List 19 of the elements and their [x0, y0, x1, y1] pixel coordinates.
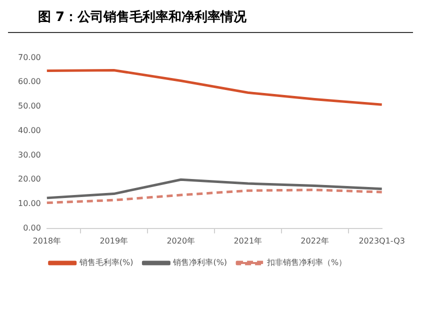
- x-tick-label: 2019年: [100, 236, 128, 246]
- y-tick-label: 10.00: [18, 199, 41, 208]
- legend-label: 扣非销售净利率（%）: [266, 258, 347, 268]
- y-tick-label: 20.00: [18, 174, 41, 184]
- x-tick-label: 2021年: [234, 236, 262, 246]
- legend-label: 销售净利率(%): [172, 258, 228, 268]
- chart-title: 图 7：公司销售毛利率和净利率情况: [8, 8, 413, 33]
- y-tick-label: 70.00: [18, 52, 41, 62]
- x-tick-label: 2023Q1-Q3: [358, 236, 405, 246]
- y-tick-label: 40.00: [18, 126, 41, 135]
- line-series: [46, 188, 384, 204]
- x-tick-label: 2020年: [166, 236, 196, 246]
- y-tick-label: 50.00: [18, 102, 41, 111]
- x-tick-label: 2022年: [300, 236, 330, 246]
- x-tick-label: 2018年: [32, 236, 62, 246]
- y-tick-label: 60.00: [18, 77, 41, 86]
- y-tick-label: 0.00: [23, 223, 41, 232]
- y-tick-label: 30.00: [18, 150, 41, 160]
- legend-label: 销售毛利率(%): [78, 258, 134, 268]
